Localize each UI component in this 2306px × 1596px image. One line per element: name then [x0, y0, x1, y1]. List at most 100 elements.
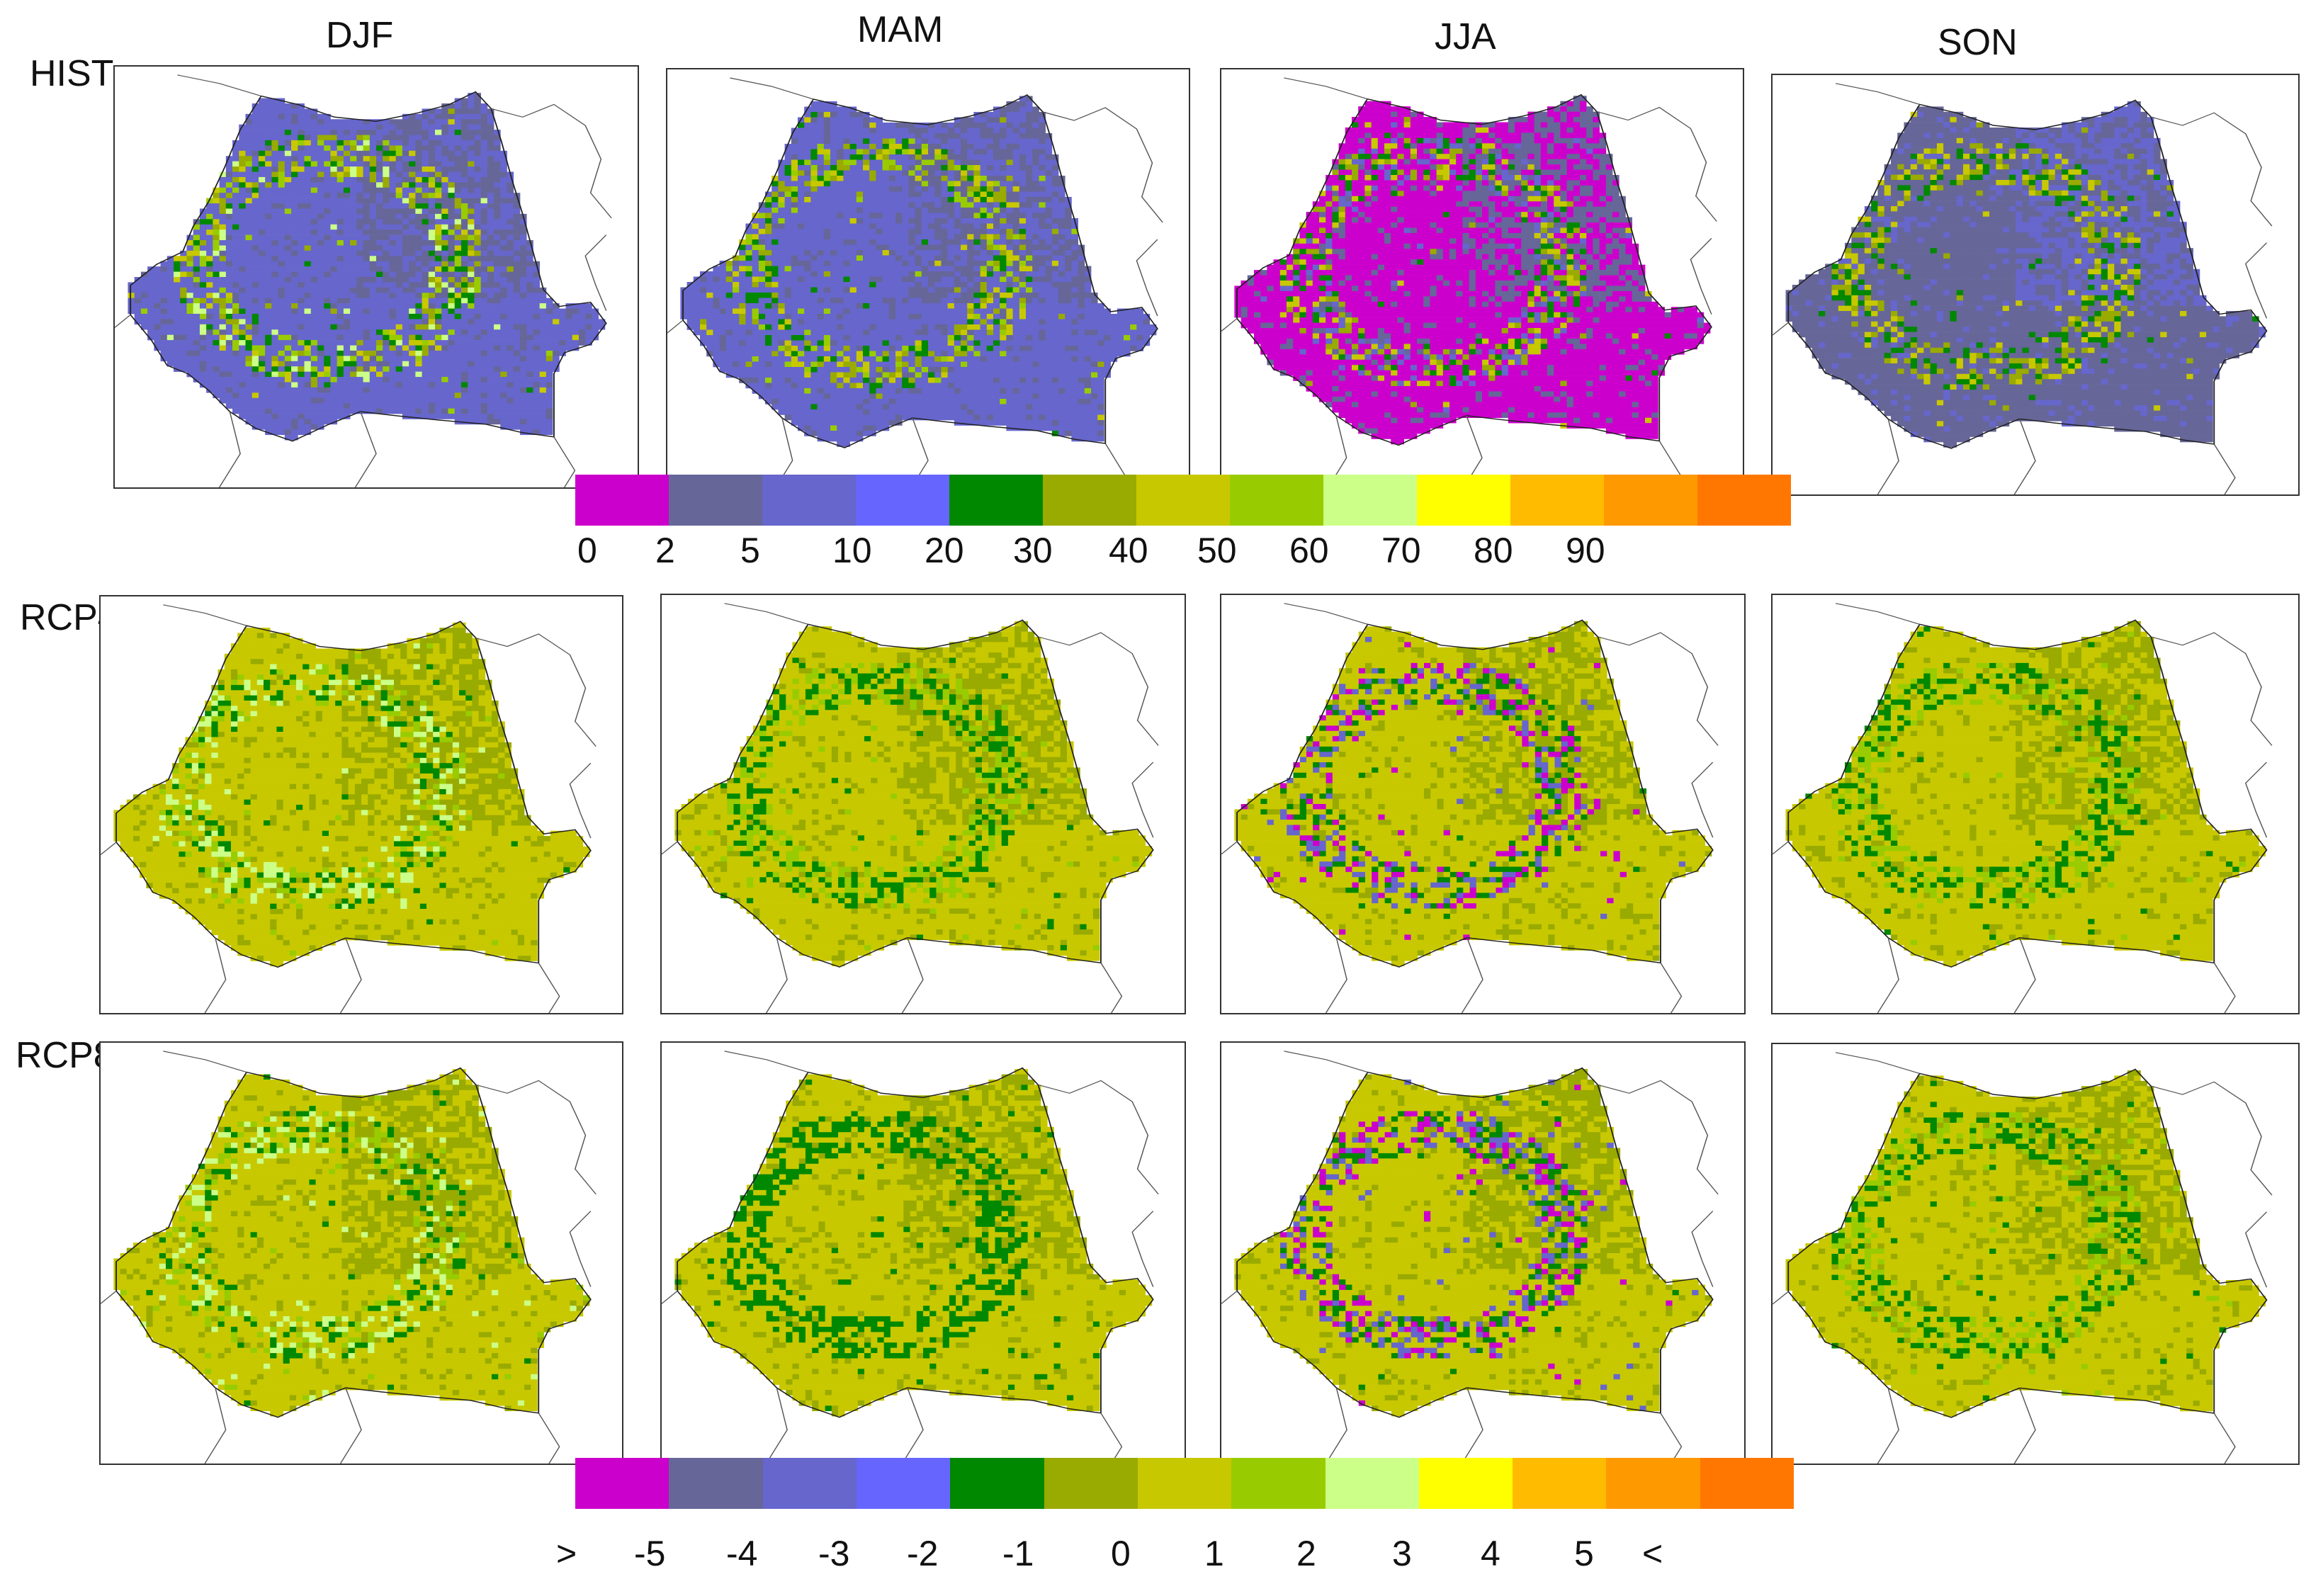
map-cell: [519, 234, 527, 241]
map-cell: [876, 149, 883, 155]
map-cell: [350, 261, 357, 267]
map-cell: [817, 218, 825, 224]
map-cell: [559, 313, 566, 319]
map-cell: [474, 356, 481, 362]
map-cell: [823, 234, 831, 240]
map-cell: [468, 303, 475, 309]
map-cell: [460, 277, 468, 283]
map-cell: [954, 244, 961, 251]
map-cell: [1006, 170, 1013, 176]
map-cell: [356, 234, 363, 241]
map-cell: [199, 361, 207, 367]
map-cell: [337, 308, 344, 315]
map-cell: [376, 245, 383, 251]
map-cell: [733, 261, 740, 266]
map-cell: [199, 334, 207, 341]
map-cell: [791, 293, 798, 298]
map-cell: [947, 298, 955, 304]
map-cell: [500, 340, 507, 346]
map-cell: [448, 198, 456, 204]
map-cell: [251, 266, 259, 272]
map-cell: [758, 239, 766, 245]
map-cell: [784, 244, 792, 251]
map-cell: [967, 181, 974, 187]
map-cell: [317, 313, 324, 319]
map-cell: [330, 419, 338, 425]
map-cell: [1012, 154, 1020, 160]
map-cell: [330, 266, 338, 272]
map-cell: [480, 282, 488, 288]
map-cell: [343, 361, 351, 367]
map-cell: [395, 208, 403, 215]
map-cell: [160, 298, 168, 304]
map-cell: [468, 135, 475, 141]
map-cell: [915, 170, 922, 176]
map-cell: [395, 230, 403, 235]
map-cell: [154, 298, 161, 304]
map-cell: [487, 419, 494, 425]
map-cell: [487, 371, 494, 378]
map-cell: [915, 165, 922, 171]
map-cell: [507, 345, 514, 351]
map-cell: [454, 313, 462, 319]
map-cell: [448, 282, 456, 288]
map-cell: [441, 392, 448, 399]
map-cell: [856, 181, 864, 187]
map-cell: [888, 202, 896, 208]
map-cell: [356, 198, 363, 204]
map-cell: [902, 293, 909, 298]
map-cell: [343, 408, 351, 414]
map-cell: [856, 197, 864, 203]
map-cell: [448, 350, 456, 356]
map-cell: [752, 255, 759, 261]
map-cell: [837, 117, 844, 123]
map-cell: [1032, 181, 1039, 187]
map-cell: [739, 282, 746, 288]
map-cell: [921, 149, 929, 155]
map-cell: [395, 366, 403, 372]
map-cell: [337, 329, 344, 335]
map-cell: [213, 340, 220, 346]
map-cell: [1012, 144, 1020, 149]
map-cell: [258, 213, 266, 220]
map-cell: [784, 229, 792, 234]
map-cell: [337, 277, 344, 283]
map-cell: [474, 266, 481, 272]
map-cell: [1032, 133, 1039, 139]
map-cell: [468, 93, 475, 98]
map-cell: [454, 182, 462, 188]
map-cell: [304, 429, 312, 436]
map-cell: [908, 191, 915, 198]
map-cell: [526, 392, 533, 399]
map-cell: [337, 397, 344, 404]
map-cell: [468, 182, 475, 188]
map-cell: [134, 282, 142, 288]
map-cell: [278, 345, 286, 351]
map-cell: [278, 224, 286, 230]
map-cell: [298, 366, 305, 372]
map-cell: [350, 145, 357, 152]
map-cell: [902, 208, 909, 213]
map-cell: [415, 371, 422, 378]
map-cell: [941, 159, 948, 166]
map-cell: [324, 298, 331, 304]
map-cell: [993, 239, 1000, 245]
map-cell: [330, 135, 338, 141]
map-cell: [435, 356, 442, 362]
map-cell: [830, 250, 837, 256]
map-cell: [428, 377, 436, 383]
map-cell: [480, 208, 488, 215]
map-cell: [206, 245, 213, 251]
map-cell: [239, 219, 246, 225]
map-cell: [284, 130, 292, 135]
map-cell: [199, 340, 207, 346]
map-cell: [1000, 255, 1007, 261]
map-cell: [376, 135, 383, 141]
map-cell: [441, 124, 448, 130]
map-cell: [973, 149, 980, 155]
map-cell: [258, 113, 266, 120]
map-cell: [422, 208, 429, 215]
map-cell: [961, 229, 968, 234]
map-cell: [428, 382, 436, 388]
map-cell: [546, 303, 553, 309]
